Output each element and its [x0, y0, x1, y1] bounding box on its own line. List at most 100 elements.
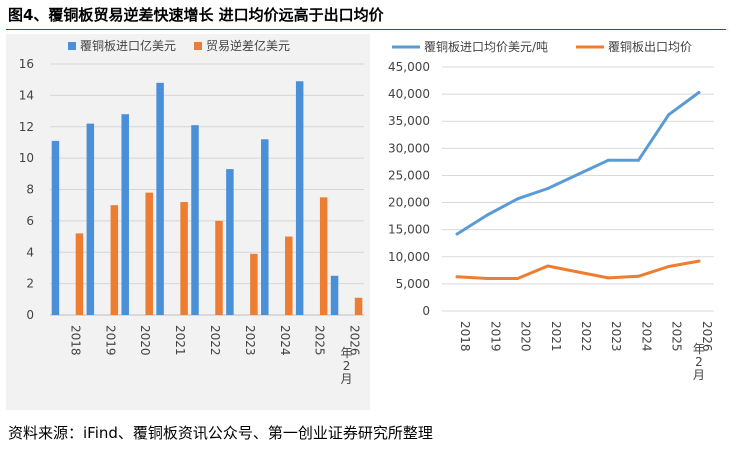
bar-y-tick-label: 16 [19, 57, 34, 71]
line-point-import-3 [546, 186, 550, 190]
bar-x-tick-label-text: 2022 [208, 325, 222, 356]
source-note: 资料来源：iFind、覆铜板资讯公众号、第一创业证券研究所整理 [8, 424, 433, 442]
line-x-tick-label-text: 2020 [519, 321, 533, 352]
bar-x-tick-label-text: 2021 [173, 325, 187, 356]
line-series-import-price [455, 91, 701, 236]
bar-chart-y-axis: 0 2 4 6 8 10 12 14 16 [19, 57, 34, 322]
bar-legend-swatch-1 [194, 42, 202, 50]
bar-import-6 [261, 139, 269, 315]
line-point-export-0 [455, 275, 459, 279]
line-point-export-6 [636, 274, 640, 278]
line-chart-average-prices: 覆铜板进口均价美元/吨 覆铜板出口均价 0 5,000 10,000 15,000 20,… [376, 34, 726, 410]
line-point-export-1 [485, 276, 489, 280]
line-point-export-5 [606, 276, 610, 280]
bar-x-tick-label: 2024 [278, 325, 292, 356]
bar-x-tick-label: 2023 [243, 325, 257, 356]
line-y-tick-label: 45,000 [388, 60, 430, 74]
bar-y-tick-label: 4 [26, 245, 34, 259]
line-x-tick-label-text: 2025 [670, 321, 684, 352]
bar-x-tick-label-text: 2025 [313, 325, 327, 356]
line-x-tick-label: 2019 [488, 321, 502, 352]
line-y-tick-label: 40,000 [388, 87, 430, 101]
bar-import-3 [156, 82, 164, 315]
bar-chart-import-and-trade-deficit: 覆铜板进口亿美元 贸易逆差亿美元 0 2 4 6 8 10 12 14 16 2018 2019 20… [6, 34, 370, 410]
line-x-tick-label-char-2: 月 [693, 368, 705, 382]
bar-x-tick-label: 2019 [103, 325, 117, 356]
bar-import-2 [121, 114, 129, 315]
bar-import-5 [226, 169, 234, 315]
bar-x-tick-label: 2020 [138, 325, 152, 356]
line-y-tick-label: 20,000 [388, 196, 430, 210]
line-point-import-2 [516, 197, 520, 201]
bar-y-tick-label: 8 [26, 183, 34, 197]
bar-y-tick-label: 6 [26, 214, 34, 228]
bar-deficit-1 [110, 205, 119, 315]
line-point-import-0 [455, 232, 459, 236]
bar-x-tick-label-text: 2019 [103, 325, 117, 356]
line-point-import-1 [485, 213, 489, 217]
bar-legend-label-1: 贸易逆差亿美元 [206, 38, 290, 53]
bar-x-tick-label-text: 2023 [243, 325, 257, 356]
bar-deficit-7 [319, 197, 328, 315]
bar-deficit-4 [215, 220, 223, 315]
line-chart-legend: 覆铜板进口均价美元/吨 覆铜板出口均价 [392, 39, 692, 54]
line-y-tick-label: 25,000 [388, 168, 430, 182]
bar-deficit-3 [180, 202, 188, 315]
line-point-export-8 [697, 259, 701, 263]
bar-x-tick-label: 2022 [208, 325, 222, 356]
bar-import-4 [191, 125, 199, 316]
line-point-export-4 [576, 270, 580, 274]
title-divider [6, 29, 726, 30]
line-y-tick-label: 15,000 [388, 223, 430, 237]
line-legend-label-0: 覆铜板进口均价美元/吨 [424, 39, 548, 54]
bar-x-tick-label-char-0: 年 [341, 346, 353, 360]
line-chart-series [455, 90, 701, 280]
bar-deficit-2 [145, 192, 153, 315]
line-point-import-5 [606, 158, 610, 162]
line-x-tick-label-text: 2024 [639, 321, 653, 352]
line-x-tick-label: 2018 [458, 321, 472, 352]
bar-import-0 [51, 140, 60, 315]
line-y-tick-label: 35,000 [388, 114, 430, 128]
line-point-export-7 [667, 265, 671, 269]
line-x-tick-label-text: 2018 [458, 321, 472, 352]
line-x-tick-label: 2021 [549, 321, 563, 352]
line-x-tick-label-char-1: 2 [695, 355, 703, 369]
bar-x-tick-label-year: 2026 [348, 325, 362, 356]
line-x-tick-label-year: 2026 [700, 321, 714, 352]
figure-title: 图4、覆铜板贸易逆差快速增长 进口均价远高于出口均价 [8, 6, 384, 24]
line-x-tick-label: 2020 [519, 321, 533, 352]
bar-chart-bars [51, 81, 363, 316]
line-y-tick-label: 0 [422, 304, 430, 318]
bar-chart-legend: 覆铜板进口亿美元 贸易逆差亿美元 [68, 38, 290, 53]
line-point-import-6 [636, 158, 640, 162]
line-x-tick-label: 2025 [670, 321, 684, 352]
bar-import-7 [295, 81, 304, 315]
line-x-tick-label: 2023 [609, 321, 623, 352]
bar-x-tick-label-text: 2024 [278, 325, 292, 356]
line-point-import-7 [667, 113, 671, 117]
line-chart-grid [442, 66, 714, 312]
bar-y-tick-label: 2 [26, 277, 34, 291]
line-x-tick-label-text: 2023 [609, 321, 623, 352]
bar-deficit-8 [354, 297, 363, 315]
bar-import-1 [86, 123, 95, 315]
bar-y-tick-label: 12 [19, 120, 34, 134]
bar-y-tick-label: 10 [19, 151, 34, 165]
bar-x-tick-label-char-2: 月 [341, 372, 353, 386]
line-point-import-8 [697, 90, 701, 94]
line-x-tick-label-text: 2022 [579, 321, 593, 352]
bar-x-tick-label-text: 2018 [68, 325, 82, 356]
line-x-tick-label: 2024 [639, 321, 653, 352]
bar-x-tick-label: 2018 [68, 325, 82, 356]
line-point-export-2 [516, 276, 520, 280]
bar-x-tick-label-char-1: 2 [343, 359, 351, 373]
bar-x-tick-label: 2025 [313, 325, 327, 356]
bar-import-8 [330, 275, 339, 315]
line-chart-y-axis: 0 5,000 10,000 15,000 20,000 25,000 30,000 35,0… [388, 60, 430, 318]
bar-deficit-0 [75, 233, 84, 315]
